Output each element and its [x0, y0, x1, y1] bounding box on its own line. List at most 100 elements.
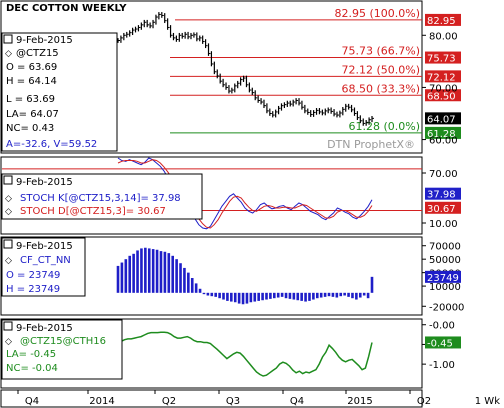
- cot-bar: [190, 278, 194, 293]
- cot-bar: [124, 259, 128, 293]
- panel-icon[interactable]: [3, 34, 13, 44]
- diamond-icon: ◇: [5, 256, 12, 266]
- stoch-d-tag: 30.67: [427, 204, 456, 215]
- info-symbol: @CTZ15: [16, 48, 59, 59]
- cot-bar: [319, 292, 323, 298]
- cot-bar: [343, 292, 346, 296]
- spread-tick-label: -0.00: [429, 321, 455, 332]
- cot-bar: [159, 251, 163, 293]
- cot-open: O = 23749: [6, 270, 60, 281]
- cot-bar: [339, 292, 343, 297]
- cot-bar: [175, 259, 178, 293]
- cot-bar: [230, 292, 233, 302]
- panel-icon[interactable]: [3, 321, 13, 331]
- cot-bar: [147, 248, 151, 293]
- spread-panel: 9-Feb-2015 ◇ @CTZ15@CTH16 LA= -0.45 NC= …: [0, 318, 423, 389]
- cot-last-tag-bg: [425, 270, 461, 283]
- price-tick-label: 80.00: [429, 31, 458, 42]
- info-high: H = 64.14: [6, 76, 57, 87]
- cot-last-tag: 23749: [427, 273, 459, 284]
- cot-bar: [245, 292, 249, 304]
- fib-price-tag: 72.12: [427, 72, 456, 83]
- cot-bar: [144, 247, 147, 293]
- panel-icon[interactable]: [3, 239, 13, 249]
- stoch-d-line: [117, 159, 373, 229]
- spread-symbol: @CTZ15@CTH16: [20, 336, 106, 347]
- fib-label: 68.50 (33.3%): [341, 82, 420, 95]
- cot-bar: [269, 292, 272, 299]
- last-price-tag: 64.07: [427, 114, 456, 125]
- cot-bar: [183, 267, 186, 293]
- info-extra: A=-32.6, V=59.52: [6, 139, 97, 150]
- diamond-icon: ◇: [5, 337, 12, 347]
- interval-label: 1 Wk: [475, 396, 500, 407]
- info-open: O = 63.69: [6, 62, 57, 73]
- price-panel: 82.95 (100.0%) 75.73 (66.7%) 72.12 (50.0%)…: [0, 0, 423, 154]
- cot-tick-label: -20000: [429, 302, 464, 313]
- price-axis[interactable]: 82.95 75.73 72.12 68.50 61.28 80.00 70.00 60.00…: [422, 13, 464, 371]
- cot-bar: [206, 292, 210, 296]
- watermark: DTN ProphetX®: [327, 138, 415, 151]
- cot-panel: 9-Feb-2015 ◇ CF_CT_NN O = 23749 H = 2374…: [0, 236, 423, 316]
- spread-tick-label: -1.00: [429, 360, 455, 371]
- diamond-icon: ◇: [5, 207, 12, 217]
- stoch-k-tag-bg: [425, 187, 461, 200]
- cot-bar: [253, 292, 257, 302]
- cot-bar: [132, 253, 135, 293]
- time-axis[interactable]: Q4 2014 Q2 Q3 Q4 2015 Q2: [0, 389, 431, 408]
- fib-label: 75.73 (66.7%): [341, 45, 420, 58]
- price-tick-label: 60.00: [429, 136, 458, 147]
- info-net-change: NC= 0.43: [6, 123, 54, 134]
- cot-bar: [362, 292, 366, 296]
- spread-net-change: NC= -0.04: [6, 363, 58, 374]
- cot-bar: [241, 292, 245, 305]
- cot-bar: [273, 292, 276, 299]
- stoch-d-tag-bg: [425, 201, 461, 214]
- fib-price-tag: 68.50: [427, 91, 456, 102]
- cot-bar: [202, 292, 206, 295]
- cot-bar: [335, 292, 339, 298]
- fib-price-tag: 75.73: [427, 54, 456, 65]
- stoch-k-tag: 37.98: [427, 190, 456, 201]
- panel-icon[interactable]: [3, 175, 13, 185]
- cot-bar: [327, 292, 331, 297]
- cot-bar: [288, 292, 292, 299]
- cot-bar: [194, 283, 198, 293]
- cot-bar: [163, 251, 167, 293]
- time-tick-label: Q4: [290, 396, 304, 407]
- chart-title: DEC COTTON WEEKLY: [6, 3, 127, 14]
- time-tick-label: 2014: [89, 396, 114, 407]
- cot-bar: [179, 263, 182, 293]
- cot-bar: [237, 292, 241, 304]
- stoch-tick-label: 70.00: [429, 169, 458, 180]
- price-tick-label: 70.00: [429, 83, 458, 94]
- cot-bar: [351, 292, 354, 299]
- cot-bar: [171, 255, 175, 293]
- cot-bar: [233, 292, 237, 303]
- fib-price-tag-bg: [425, 89, 461, 102]
- time-tick-label: Q2: [417, 396, 431, 407]
- time-tick-label: Q4: [25, 396, 39, 407]
- time-tick-label: Q2: [162, 396, 176, 407]
- cot-bar: [304, 292, 307, 302]
- time-tick-label: 2015: [347, 396, 372, 407]
- spread-line: [117, 331, 373, 377]
- cot-info-box: 9-Feb-2015 ◇ CF_CT_NN O = 23749 H = 2374…: [1, 237, 86, 297]
- cot-bar: [187, 272, 190, 293]
- cot-bar: [355, 292, 358, 300]
- fib-price-tag-bg: [425, 126, 461, 139]
- cot-bar: [140, 248, 143, 293]
- cot-high: H = 23749: [6, 284, 60, 295]
- cot-bar: [331, 292, 335, 297]
- info-last: LA= 64.07: [6, 109, 59, 120]
- fib-price-tag: 82.95: [427, 16, 456, 27]
- cot-bar: [276, 292, 280, 298]
- cot-bar: [249, 292, 253, 303]
- cot-bar: [296, 292, 300, 301]
- cot-bar: [366, 292, 370, 299]
- cot-tick-label: 10000: [429, 282, 461, 293]
- cot-bar: [218, 292, 221, 299]
- cot-bar: [116, 265, 120, 293]
- cot-bar: [120, 262, 124, 293]
- cot-bar: [198, 288, 202, 293]
